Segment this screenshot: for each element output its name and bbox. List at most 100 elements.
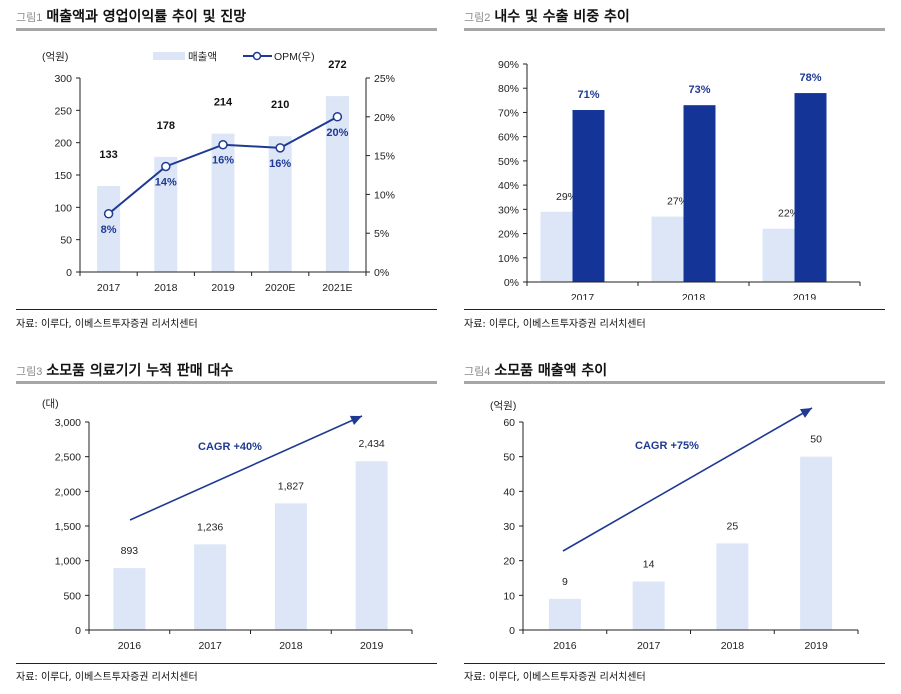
opm-point	[332, 112, 343, 122]
bar-domestic	[762, 228, 795, 282]
figure-4-source-rule	[464, 663, 885, 664]
y-tick-label: 10	[503, 590, 515, 602]
figure-2-title-rule	[464, 28, 885, 31]
y-tick-label: 40%	[498, 180, 519, 192]
legend-bar-swatch	[153, 52, 185, 60]
bar-revenue-label: 9	[562, 576, 568, 588]
y-tick-label: 90%	[498, 59, 519, 71]
legend-line-marker	[252, 51, 262, 61]
figure-1-number: 그림1	[16, 12, 43, 24]
figure-4-panel: 그림4 소모품 매출액 추이 자료: 이루다, 이베스트투자증권 리서치센터	[464, 360, 885, 690]
y-tick-label: 10%	[498, 253, 519, 265]
figure-2-number: 그림2	[464, 12, 491, 24]
chart-4-consumable-revenue: (억원) 9 14 25 50 60 50 40 30 20 10 0 2016 2017 2018 2019…	[490, 400, 859, 652]
figure-4-title: 그림4 소모품 매출액 추이	[464, 360, 607, 380]
right-y-tick-label: 10%	[374, 189, 395, 201]
bar-revenue	[548, 598, 581, 630]
x-tick-label: 2019	[793, 292, 817, 300]
left-y-tick-label: 0	[66, 267, 72, 279]
y-tick-label: 50%	[498, 156, 519, 168]
bar-units-label: 1,827	[278, 480, 304, 492]
bar-revenue-label: 214	[214, 97, 233, 109]
figure-4-source: 자료: 이루다, 이베스트투자증권 리서치센터	[464, 672, 646, 683]
bar-revenue	[325, 96, 349, 273]
bar-revenue	[154, 156, 178, 272]
x-tick-label: 2017	[97, 282, 121, 294]
y-tick-label: 50	[503, 452, 515, 464]
bar-revenue	[800, 456, 833, 630]
x-tick-label: 2018	[154, 282, 178, 294]
bar-revenue	[268, 136, 292, 272]
right-y-tick-label: 15%	[374, 151, 395, 163]
figure-1-title: 그림1 매출액과 영업이익률 추이 및 진망	[16, 6, 246, 26]
left-y-tick-label: 250	[54, 105, 72, 117]
opm-label: 16%	[269, 158, 291, 170]
bar-revenue-label: 50	[810, 434, 822, 446]
bar-units-label: 893	[121, 545, 139, 557]
opm-label: 14%	[155, 176, 177, 188]
figure-3-number: 그림3	[16, 366, 43, 378]
left-y-tick-label: 50	[60, 235, 72, 247]
figure-3-panel: 그림3 소모품 의료기기 누적 판매 대수 자료: 이루다, 이베스트투자증권 리…	[16, 360, 437, 690]
opm-label: 20%	[326, 127, 348, 139]
bar-export-label: 73%	[688, 84, 710, 96]
bar-revenue-label: 25	[727, 520, 739, 532]
legend-line-label: OPM(우)	[274, 51, 315, 63]
figure-4-title-rule	[464, 381, 885, 384]
figure-1-title-text: 매출액과 영업이익률 추이 및 진망	[46, 9, 247, 25]
bar-export	[683, 105, 716, 282]
x-tick-label: 2018	[682, 292, 706, 300]
left-y-tick-label: 150	[54, 170, 72, 182]
bar-export-label: 78%	[799, 72, 821, 84]
y-tick-label: 1,000	[55, 556, 81, 568]
figure-2-source: 자료: 이루다, 이베스트투자증권 리서치센터	[464, 319, 646, 330]
bar-units-label: 1,236	[197, 521, 223, 533]
chart-2-domestic-export: 29% 71% 27% 73% 22% 78% 90% 80% 70% 60% 50% 40% 30% 2…	[498, 59, 861, 300]
right-y-tick-label: 5%	[374, 228, 389, 240]
right-y-tick-label: 20%	[374, 112, 395, 124]
unit-label: (억원)	[490, 400, 516, 412]
bar-revenue	[97, 185, 121, 272]
x-tick-label: 2018	[279, 640, 303, 652]
figure-4-title-text: 소모품 매출액 추이	[494, 363, 608, 379]
figure-3-title-rule	[16, 381, 437, 384]
y-tick-label: 80%	[498, 83, 519, 95]
y-tick-label: 1,500	[55, 521, 81, 533]
figure-3-title: 그림3 소모품 의료기기 누적 판매 대수	[16, 360, 233, 380]
bar-units	[194, 544, 227, 630]
figure-2-title: 그림2 내수 및 수출 비중 추이	[464, 6, 630, 26]
y-tick-label: 60%	[498, 132, 519, 144]
bar-units	[113, 568, 146, 630]
y-tick-label: 0%	[504, 277, 519, 289]
bar-export	[794, 93, 827, 282]
y-tick-label: 0	[75, 625, 81, 637]
cagr-annotation: CAGR +75%	[635, 440, 699, 452]
cagr-arrow-head	[349, 415, 362, 426]
x-tick-label: 2020E	[265, 282, 295, 294]
bar-revenue-label: 133	[99, 149, 117, 161]
figure-3-source: 자료: 이루다, 이베스트투자증권 리서치센터	[16, 672, 198, 683]
x-tick-label: 2017	[571, 292, 595, 300]
cagr-arrow-line	[129, 415, 363, 521]
opm-point	[161, 161, 171, 172]
bar-domestic	[540, 211, 573, 282]
left-y-tick-label: 100	[54, 202, 72, 214]
left-y-tick-label: 200	[54, 138, 72, 150]
y-tick-label: 30%	[498, 204, 519, 216]
bar-units	[355, 461, 388, 630]
x-tick-label: 2019	[211, 282, 235, 294]
bar-revenue	[716, 543, 749, 630]
y-tick-label: 30	[503, 521, 515, 533]
opm-point	[275, 143, 285, 153]
bar-export-label: 71%	[577, 89, 599, 101]
y-tick-label: 500	[63, 590, 81, 602]
bar-revenue	[632, 581, 665, 630]
y-tick-label: 0	[509, 625, 515, 637]
bar-units-label: 2,434	[358, 438, 384, 450]
bar-export	[572, 110, 605, 283]
y-tick-label: 3,000	[55, 417, 81, 429]
right-y-tick-label: 25%	[374, 73, 395, 85]
figure-1-panel: 그림1 매출액과 영업이익률 추이 및 진망 자료: 이루다, 이베스트투자증권 …	[16, 6, 437, 336]
figure-3-source-rule	[16, 663, 437, 664]
bar-revenue-label: 14	[643, 558, 655, 570]
